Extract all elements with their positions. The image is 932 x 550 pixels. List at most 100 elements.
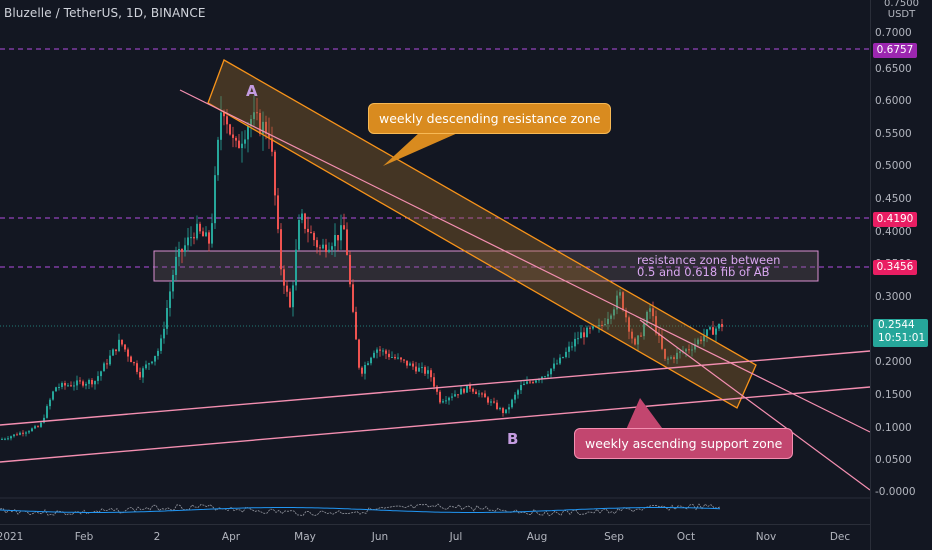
resistance-callout-pointer xyxy=(383,132,460,166)
candle-body xyxy=(136,363,138,372)
candle-body xyxy=(34,426,36,429)
candle-body xyxy=(697,339,699,345)
candle-body xyxy=(16,434,18,436)
candle-body xyxy=(100,371,102,377)
candle-body xyxy=(607,318,609,325)
candle-body xyxy=(565,351,567,358)
candle-body xyxy=(610,315,612,319)
candle-body xyxy=(235,137,237,141)
candle-body xyxy=(538,379,540,381)
candle-body xyxy=(436,386,438,392)
candle-body xyxy=(268,133,270,139)
candle-body xyxy=(178,249,180,257)
point-b-label: B xyxy=(507,430,519,448)
candle-body xyxy=(292,285,294,308)
candle-body xyxy=(640,335,642,337)
price-tick-label: 0.0500 xyxy=(875,454,912,466)
candle-body xyxy=(121,339,123,345)
candle-body xyxy=(250,119,252,127)
candle-body xyxy=(673,357,675,360)
candle-body xyxy=(358,339,360,368)
candle-body xyxy=(46,406,48,418)
candle-body xyxy=(415,366,417,372)
level-tag-0.4190: 0.4190 xyxy=(873,212,917,227)
price-tick-label: 0.4500 xyxy=(875,193,912,205)
price-axis-separator xyxy=(870,0,871,550)
candle-body xyxy=(322,244,324,249)
candle-body xyxy=(631,331,633,339)
candle-body xyxy=(337,234,339,241)
time-tick-label: 2021 xyxy=(0,531,24,543)
support-callout-pointer xyxy=(625,398,665,432)
time-tick-label: Jun xyxy=(371,531,389,543)
candle-body xyxy=(202,231,204,237)
candle-body xyxy=(439,391,441,403)
candle-body xyxy=(355,311,357,340)
candle-body xyxy=(4,438,6,440)
candle-body xyxy=(298,219,300,250)
current-price-value: 0.2544 xyxy=(878,319,915,331)
candle-body xyxy=(517,390,519,395)
candle-body xyxy=(229,124,231,135)
support-callout[interactable]: weekly ascending support zone xyxy=(574,428,794,459)
candle-body xyxy=(28,431,30,433)
candle-body xyxy=(493,401,495,403)
candle-body xyxy=(190,237,192,239)
candle-body xyxy=(442,401,444,403)
candle-body xyxy=(19,432,21,435)
candle-body xyxy=(484,393,486,398)
candle-body xyxy=(223,112,225,117)
candle-body xyxy=(490,401,492,403)
candle-body xyxy=(409,363,411,366)
candle-body xyxy=(142,368,144,378)
candle-body xyxy=(502,408,504,414)
candle-body xyxy=(700,339,702,342)
candle-body xyxy=(577,338,579,340)
candle-body xyxy=(667,358,669,360)
candle-body xyxy=(328,249,330,253)
resistance-callout[interactable]: weekly descending resistance zone xyxy=(368,103,612,134)
candle-body xyxy=(310,232,312,234)
candle-body xyxy=(79,380,81,382)
candle-body xyxy=(562,357,564,359)
candle-body xyxy=(589,327,591,329)
candle-body xyxy=(55,387,57,392)
price-axis-top-value: 0.7500 xyxy=(884,0,919,9)
candle-body xyxy=(637,335,639,345)
candle-body xyxy=(118,339,120,352)
candle-body xyxy=(712,327,714,335)
candle-body xyxy=(655,316,657,334)
candle-body xyxy=(526,381,528,384)
candle-body xyxy=(706,329,708,336)
candle-body xyxy=(277,195,279,230)
candle-body xyxy=(361,367,363,374)
candle-body xyxy=(307,228,309,233)
oscillator-pane xyxy=(0,503,721,517)
candle-body xyxy=(184,245,186,252)
candle-body xyxy=(661,335,663,349)
candle-body xyxy=(568,346,570,352)
price-tick-label: 0.5500 xyxy=(875,128,912,140)
candle-body xyxy=(508,407,510,410)
time-tick-label: Aug xyxy=(526,531,548,543)
time-tick-label: Oct xyxy=(676,531,696,543)
candle-body xyxy=(274,151,276,196)
candle-body xyxy=(52,391,54,400)
candle-body xyxy=(520,384,522,391)
candle-body xyxy=(346,229,348,255)
candle-body xyxy=(370,357,372,364)
candle-body xyxy=(226,116,228,125)
candle-body xyxy=(163,328,165,339)
candle-body xyxy=(679,351,681,353)
candle-body xyxy=(721,323,723,327)
candle-body xyxy=(157,350,159,356)
candle-body xyxy=(1,438,3,440)
candle-body xyxy=(205,232,207,237)
candle-body xyxy=(412,363,414,367)
candle-body xyxy=(43,417,45,423)
candle-body xyxy=(622,292,624,310)
candle-body xyxy=(37,426,39,428)
candle-body xyxy=(73,385,75,387)
fib-zone-label-line1: resistance zone between xyxy=(637,253,781,267)
